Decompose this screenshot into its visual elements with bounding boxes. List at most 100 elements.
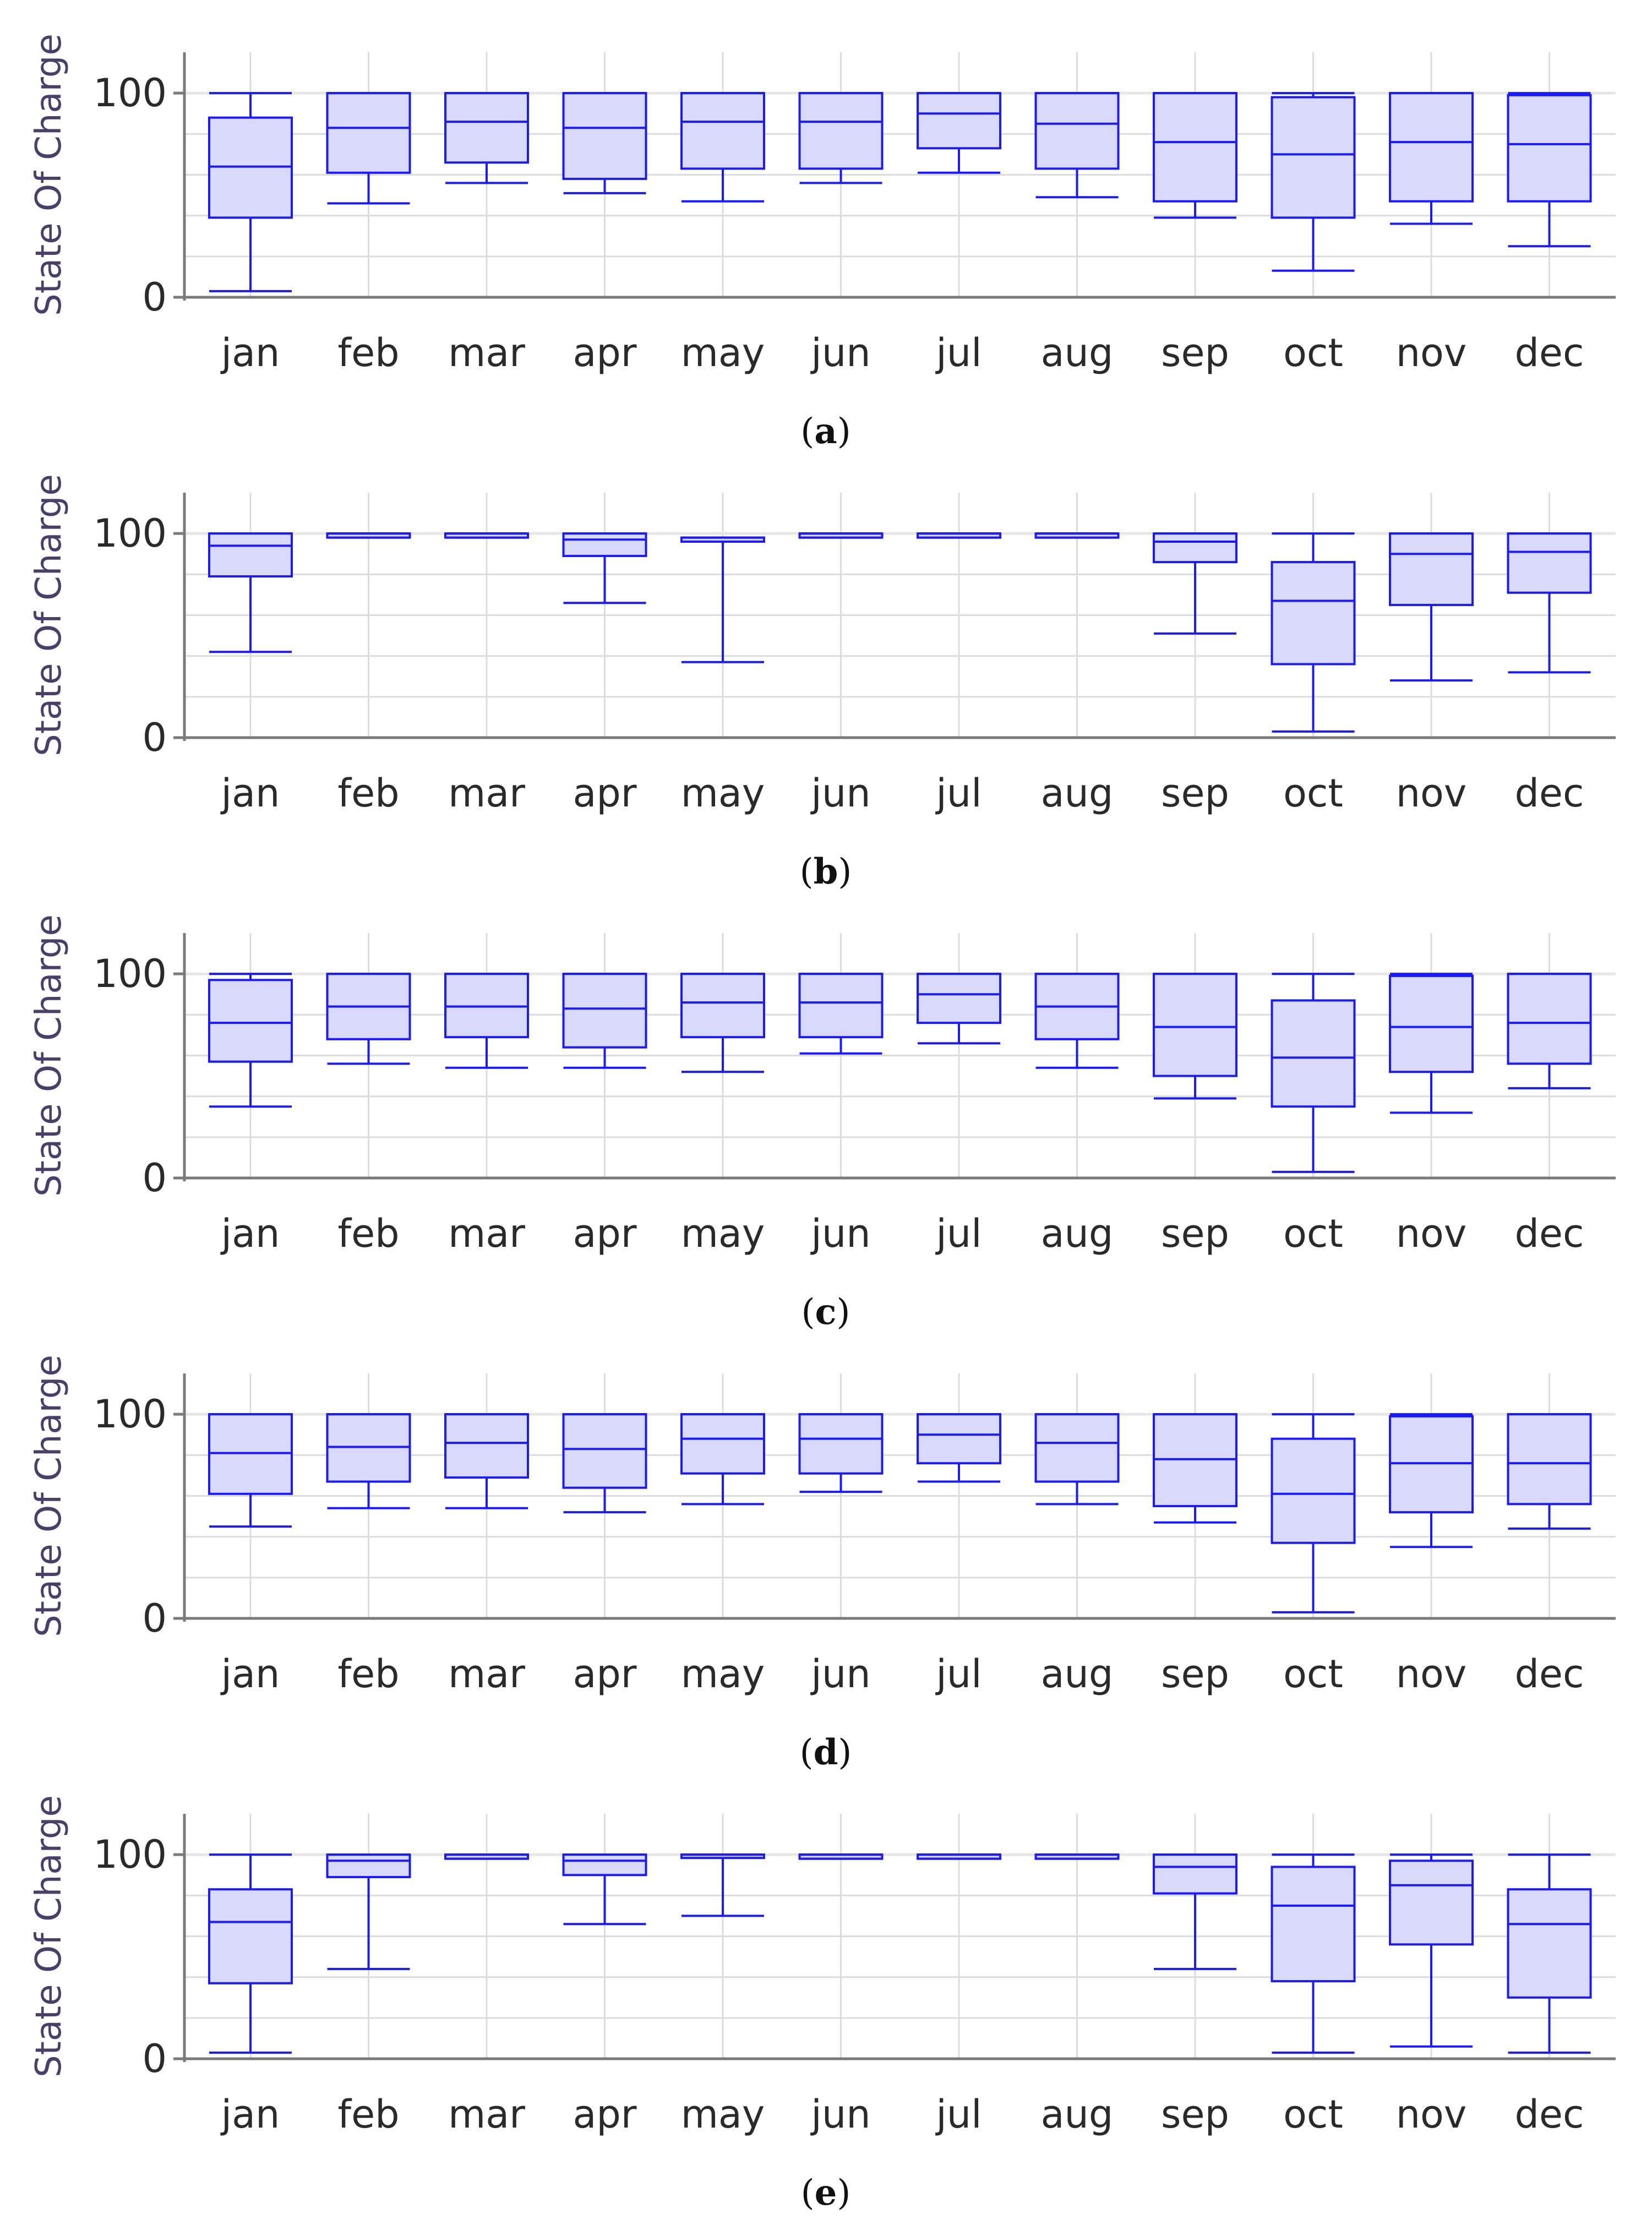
box-aug (1034, 92, 1120, 199)
box-body (1271, 1437, 1356, 1544)
box-body (562, 1853, 647, 1877)
x-tick-label: dec (1515, 2092, 1584, 2137)
y-tick-label: 0 (142, 1155, 167, 1201)
box-jul (917, 973, 1001, 1045)
box-body (1389, 532, 1474, 606)
x-tick-label: jul (935, 330, 982, 375)
box-body (326, 1853, 411, 1878)
box-nov (1389, 1413, 1474, 1548)
box-apr (562, 532, 647, 604)
panel-caption: (e) (801, 2172, 851, 2213)
x-tick-label: oct (1283, 771, 1343, 816)
box-apr (562, 92, 647, 194)
y-tick-label: 0 (142, 715, 167, 760)
box-mar (444, 1413, 529, 1509)
box-oct (1271, 1853, 1356, 2054)
y-tick-label: 100 (93, 1392, 167, 1437)
box-apr (562, 1413, 647, 1514)
box-body (1507, 973, 1592, 1065)
panel-caption: (d) (800, 1732, 852, 1773)
box-apr (562, 1853, 647, 1926)
x-tick-label: aug (1041, 771, 1114, 816)
x-tick-label: jul (935, 1211, 982, 1256)
x-tick-label: dec (1515, 330, 1584, 375)
x-tick-label: mar (448, 330, 525, 375)
box-body (208, 532, 293, 578)
x-tick-label: sep (1161, 2092, 1229, 2137)
box-oct (1271, 973, 1356, 1173)
box-body (326, 92, 411, 174)
box-aug (1034, 1413, 1120, 1506)
box-sep (1153, 973, 1237, 1100)
box-body (1507, 1888, 1592, 1999)
x-tick-label: jan (220, 330, 280, 375)
x-tick-label: oct (1283, 1651, 1343, 1697)
box-nov (1389, 92, 1474, 225)
y-tick-label: 100 (93, 511, 167, 556)
box-jun (798, 532, 884, 539)
x-tick-label: nov (1396, 330, 1467, 375)
x-tick-label: sep (1161, 1211, 1229, 1256)
box-apr (562, 973, 647, 1069)
box-dec (1507, 1413, 1592, 1530)
x-tick-label: may (681, 2092, 765, 2137)
x-tick-label: apr (573, 2092, 636, 2137)
panel-c: 0 100 State Of Charge jan feb mar apr may jun jul… (29, 914, 1616, 1333)
x-tick-label: may (681, 330, 765, 375)
x-tick-label: aug (1041, 2092, 1114, 2137)
y-axis-label: State Of Charge (29, 1795, 69, 2077)
y-tick-label: 0 (142, 2036, 167, 2081)
box-body (444, 92, 529, 164)
box-body (680, 973, 765, 1039)
x-tick-label: aug (1041, 1651, 1114, 1697)
box-body (1507, 94, 1592, 203)
panel-a: 0 100 State Of Charge jan feb mar apr may jun jul… (29, 34, 1616, 452)
box-may (680, 973, 765, 1073)
x-tick-label: dec (1515, 1211, 1584, 1256)
x-tick-label: jan (220, 1211, 280, 1256)
y-tick-label: 100 (93, 70, 167, 116)
y-axis-label: State Of Charge (29, 34, 69, 316)
box-sep (1153, 92, 1237, 219)
box-mar (444, 973, 529, 1069)
x-tick-label: jan (220, 771, 280, 816)
box-mar (444, 92, 529, 184)
box-body (1153, 973, 1237, 1077)
x-tick-label: oct (1283, 330, 1343, 375)
x-tick-label: may (681, 771, 765, 816)
x-tick-label: apr (573, 1651, 636, 1697)
x-tick-label: dec (1515, 1651, 1584, 1697)
box-jan (208, 532, 293, 653)
x-tick-label: nov (1396, 771, 1467, 816)
x-tick-label: jan (220, 1651, 280, 1697)
box-sep (1153, 1413, 1237, 1524)
box-feb (326, 1853, 411, 1970)
x-tick-label: jun (810, 330, 870, 375)
panel-d: 0 100 State Of Charge jan feb mar apr may jun jul… (29, 1355, 1616, 1773)
x-tick-label: aug (1041, 330, 1114, 375)
box-jun (798, 973, 884, 1055)
x-tick-label: jun (810, 1651, 870, 1697)
x-tick-label: mar (448, 1211, 525, 1256)
x-tick-label: may (681, 1651, 765, 1697)
box-body (562, 92, 647, 180)
box-body (1271, 999, 1356, 1108)
box-jul (917, 1853, 1001, 1860)
box-body (444, 1413, 529, 1479)
x-tick-label: feb (337, 2092, 399, 2137)
y-tick-label: 0 (142, 1596, 167, 1641)
y-axis-label: State Of Charge (29, 474, 69, 756)
box-body (562, 973, 647, 1049)
box-body (208, 1888, 293, 1984)
box-aug (1034, 973, 1120, 1069)
x-tick-label: mar (448, 1651, 525, 1697)
panel-b: 0 100 State Of Charge jan feb mar apr may jun jul… (29, 474, 1616, 892)
x-tick-label: nov (1396, 2092, 1467, 2137)
box-mar (444, 532, 529, 539)
box-body (1271, 561, 1356, 666)
x-tick-label: may (681, 1211, 765, 1256)
y-axis-label: State Of Charge (29, 1355, 69, 1637)
box-body (1507, 532, 1592, 594)
x-tick-label: feb (337, 330, 399, 375)
x-tick-label: oct (1283, 1211, 1343, 1256)
